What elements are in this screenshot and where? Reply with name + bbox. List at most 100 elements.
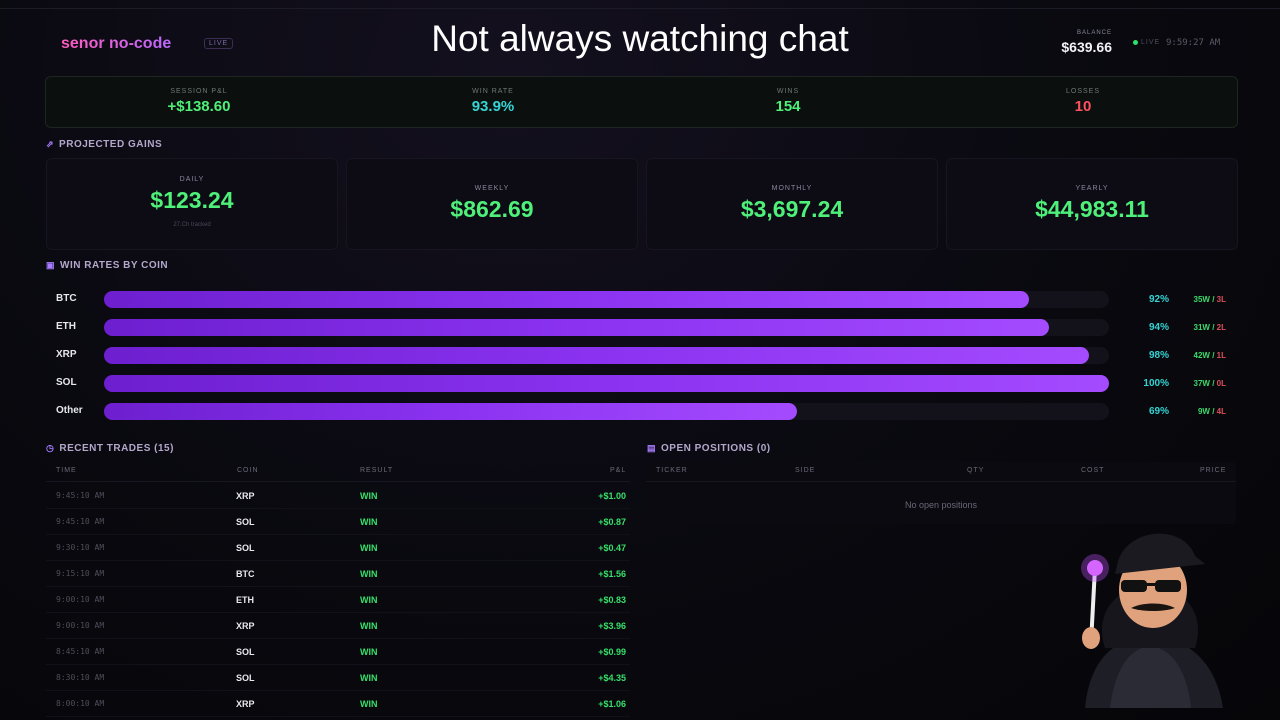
table-divider — [646, 481, 1236, 482]
card-daily: DAILY $123.24 27.Ch tracked — [46, 158, 338, 250]
coin-row-btc: BTC 92% 35W / 3L — [56, 290, 1226, 308]
stat-value: 93.9% — [471, 98, 515, 115]
stat-label: SESSION P&L — [170, 88, 228, 95]
coin-losses: 4L — [1216, 407, 1226, 416]
trade-coin: SOL — [236, 543, 255, 553]
trade-result: WIN — [360, 569, 378, 579]
lock-icon: ▤ — [647, 443, 657, 453]
card-label: YEARLY — [1075, 185, 1109, 192]
coin-wins: 35W — [1193, 295, 1210, 304]
trade-pnl: +$0.87 — [598, 517, 626, 527]
table-row: 9:45:10 AM SOL WIN +$0.87 — [46, 508, 630, 535]
coin-name: ETH — [56, 321, 76, 332]
coin-name: XRP — [56, 349, 77, 360]
trade-time: 9:30:10 AM — [56, 543, 105, 552]
stat-win-rate: WIN RATE 93.9% — [393, 88, 593, 115]
win-rate-bar-track — [104, 403, 1109, 420]
stat-value: 154 — [775, 98, 801, 115]
trade-coin: BTC — [236, 569, 255, 579]
coin-win-pct: 69% — [1148, 406, 1169, 417]
open-positions-heading: ▤ OPEN POSITIONS (0) — [647, 443, 771, 454]
table-row: 9:30:10 AM SOL WIN +$0.47 — [46, 534, 630, 561]
trade-pnl: +$4.35 — [598, 673, 626, 683]
win-rate-bar-track — [104, 291, 1109, 308]
trade-pnl: +$3.96 — [598, 621, 626, 631]
win-rate-bar-fill — [104, 291, 1029, 308]
trade-time: 8:30:10 AM — [56, 673, 105, 682]
win-rates-heading: ▣ WIN RATES BY COIN — [46, 260, 168, 271]
clock: 9:59:27 AM — [1166, 38, 1221, 48]
col-header-coin: COIN — [237, 467, 259, 474]
trade-coin: XRP — [236, 699, 255, 709]
stat-label: WINS — [776, 88, 800, 95]
trade-time: 9:00:10 AM — [56, 621, 105, 630]
trade-coin: SOL — [236, 517, 255, 527]
trade-result: WIN — [360, 621, 378, 631]
open-positions-panel — [646, 462, 1236, 524]
stat-value: +$138.60 — [167, 98, 231, 115]
win-rate-bar-fill — [104, 403, 798, 420]
stat-wins: WINS 154 — [688, 88, 888, 115]
projected-gains-heading: ⇗ PROJECTED GAINS — [46, 139, 162, 150]
win-rate-bar-track — [104, 319, 1109, 336]
trade-coin: ETH — [236, 595, 254, 605]
coin-name: SOL — [56, 377, 77, 388]
table-row: 9:15:10 AM BTC WIN +$1.56 — [46, 560, 630, 587]
open-positions-title: OPEN POSITIONS (0) — [661, 443, 771, 454]
win-rate-bar-fill — [104, 375, 1109, 392]
coin-win-pct: 92% — [1148, 294, 1169, 305]
stream-overlay-title: Not always watching chat — [431, 18, 849, 59]
coin-win-pct: 98% — [1148, 350, 1169, 361]
table-row: 9:45:10 AM XRP WIN +$1.00 — [46, 482, 630, 509]
stat-losses: LOSSES 10 — [983, 88, 1183, 115]
coin-win-loss: 35W / 3L — [1193, 295, 1226, 304]
trade-coin: SOL — [236, 673, 255, 683]
card-yearly: YEARLY $44,983.11 — [946, 158, 1238, 250]
card-value: $123.24 — [150, 187, 234, 213]
trade-pnl: +$0.99 — [598, 647, 626, 657]
live-status-label: LIVE — [1141, 39, 1161, 46]
live-status-dot — [1133, 40, 1138, 45]
coin-win-pct: 94% — [1148, 322, 1169, 333]
coin-win-loss: 31W / 2L — [1193, 323, 1226, 332]
coin-wins: 31W — [1193, 323, 1210, 332]
coin-row-sol: SOL 100% 37W / 0L — [56, 374, 1226, 392]
trade-pnl: +$1.06 — [598, 699, 626, 709]
coin-chart-icon: ▣ — [46, 260, 56, 270]
trade-time: 9:00:10 AM — [56, 595, 105, 604]
col-header-ticker: TICKER — [656, 467, 688, 474]
projected-gains-title: PROJECTED GAINS — [59, 139, 163, 150]
table-row: 8:30:10 AM SOL WIN +$4.35 — [46, 664, 630, 691]
trade-result: WIN — [360, 699, 378, 709]
col-header-qty: QTY — [967, 467, 985, 474]
table-row: 8:45:10 AM SOL WIN +$0.99 — [46, 638, 630, 665]
card-label: MONTHLY — [771, 185, 813, 192]
card-monthly: MONTHLY $3,697.24 — [646, 158, 938, 250]
coin-name: Other — [56, 405, 83, 416]
trade-result: WIN — [360, 517, 378, 527]
card-subtext: 27.Ch tracked — [173, 222, 211, 228]
card-value: $44,983.11 — [1035, 196, 1149, 222]
col-header-side: SIDE — [795, 467, 816, 474]
top-divider — [0, 8, 1280, 9]
trade-result: WIN — [360, 595, 378, 605]
col-header-result: RESULT — [360, 467, 394, 474]
trade-result: WIN — [360, 673, 378, 683]
card-label: WEEKLY — [474, 185, 510, 192]
stat-value: 10 — [1074, 98, 1092, 115]
coin-wins: 37W — [1193, 379, 1210, 388]
trade-coin: XRP — [236, 621, 255, 631]
live-badge: LIVE — [204, 38, 234, 49]
stats-bar: SESSION P&L +$138.60 WIN RATE 93.9% WINS… — [45, 76, 1238, 128]
stat-label: LOSSES — [1065, 88, 1100, 95]
win-rates-title: WIN RATES BY COIN — [60, 260, 169, 271]
brand-logo: senor no-code — [61, 35, 172, 52]
card-value: $3,697.24 — [740, 196, 844, 222]
stat-session-pnl: SESSION P&L +$138.60 — [99, 88, 299, 115]
coin-row-eth: ETH 94% 31W / 2L — [56, 318, 1226, 336]
coin-wins: 42W — [1193, 351, 1210, 360]
trade-pnl: +$1.00 — [598, 491, 626, 501]
trade-time: 9:45:10 AM — [56, 491, 105, 500]
recent-trades-title: RECENT TRADES (15) — [59, 443, 174, 454]
stat-label: WIN RATE — [472, 88, 514, 95]
